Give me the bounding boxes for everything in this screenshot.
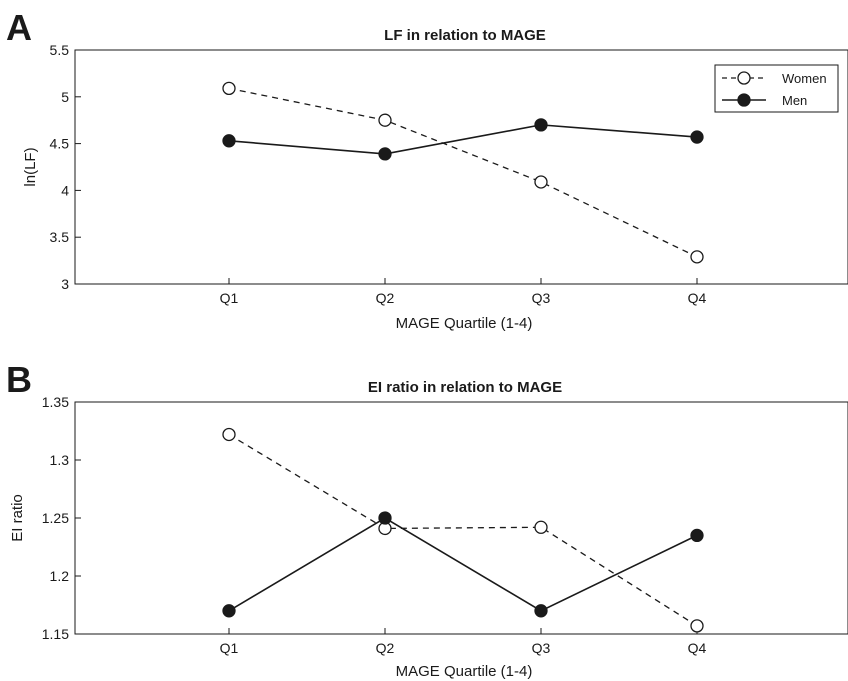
legend-women-marker [737, 71, 751, 85]
panel-a-x-axis-label: MAGE Quartile (1-4) [396, 315, 533, 332]
panel-a-y-tick-label: 5.5 [50, 42, 70, 58]
panel-b-x-tick-label: Q3 [532, 640, 551, 656]
panel-b-series-women-point [534, 520, 548, 534]
panel-b-x-tick-label: Q2 [376, 640, 395, 656]
panel-b-x-tick-label: Q1 [220, 640, 239, 656]
panel-b-y-tick-label: 1.25 [42, 510, 69, 526]
panel-a-series-men-point [378, 147, 392, 161]
legend-men-label: Men [782, 93, 807, 108]
panel-a-title: LF in relation to MAGE [384, 27, 546, 44]
legend-box [714, 64, 839, 113]
panel-a-series-women-point [534, 175, 548, 189]
panel-a-y-tick-label: 4.5 [50, 136, 70, 152]
panel-b-series-men-point [378, 511, 392, 525]
panel-b: B EI ratio in relation to MAGE 1.151.21.… [6, 359, 848, 680]
panel-a-y-tick-label: 4 [61, 182, 69, 198]
legend-men-marker [737, 93, 751, 107]
panel-a-series-women-line [228, 87, 698, 258]
panel-a-series-men-point [690, 130, 704, 144]
panel-b-series-women-point [222, 427, 236, 442]
panel-b-y-axis-label: EI ratio [9, 494, 26, 542]
panel-a-x-tick-label: Q3 [532, 290, 551, 306]
panel-a-x-tick-label: Q1 [220, 290, 239, 306]
panel-a-series-men-point [222, 134, 236, 148]
panel-a-series-women-point [378, 113, 392, 127]
panel-b-title: EI ratio in relation to MAGE [368, 379, 562, 396]
panel-a-y-tick-label: 5 [61, 89, 69, 105]
panel-a-plot-area [74, 49, 848, 285]
panel-a-x-axis: Q1 Q2 Q3 Q4 [220, 278, 707, 306]
panel-a-x-tick-label: Q4 [688, 290, 707, 306]
panel-b-letter: B [6, 359, 32, 400]
legend: Women Men [714, 64, 839, 113]
panel-a-series-men-point [534, 118, 548, 132]
panel-a-series-women-point [690, 250, 704, 264]
panel-b-series-men-point [690, 528, 704, 543]
panel-b-series-women-point [690, 619, 704, 633]
panel-a-letter: A [6, 7, 32, 48]
panel-b-series-women-line [228, 433, 698, 627]
panel-a-y-axis: 3 3.5 4 4.5 5 5.5 [50, 42, 81, 292]
panel-b-plot-area [74, 401, 848, 635]
panel-a-series-men-line [228, 124, 698, 155]
panel-b-y-tick-label: 1.15 [42, 626, 69, 642]
panel-b-series-men-line [228, 517, 698, 612]
panel-b-y-tick-label: 1.35 [42, 394, 69, 410]
panel-b-y-tick-label: 1.3 [50, 452, 70, 468]
panel-b-x-axis: Q1 Q2 Q3 Q4 [220, 628, 707, 656]
panel-a-y-tick-label: 3 [61, 276, 69, 292]
panel-b-x-axis-label: MAGE Quartile (1-4) [396, 663, 533, 680]
panel-b-series-men-point [534, 604, 548, 618]
panel-a-y-axis-label: ln(LF) [22, 147, 39, 186]
panel-b-y-tick-label: 1.2 [50, 568, 70, 584]
panel-b-y-axis: 1.15 1.2 1.25 1.3 1.35 [42, 394, 81, 642]
panel-a-y-tick-label: 3.5 [50, 229, 70, 245]
panel-b-x-tick-label: Q4 [688, 640, 707, 656]
panel-a-x-tick-label: Q2 [376, 290, 395, 306]
panel-a-series-women-point [222, 81, 236, 96]
panel-a-series [222, 81, 704, 264]
legend-women-label: Women [782, 71, 827, 86]
panel-b-series [222, 427, 704, 633]
panel-a: A LF in relation to MAGE 3 3.5 4 4.5 5 5.5 Q1… [6, 7, 848, 332]
panel-b-series-men-point [222, 604, 236, 618]
